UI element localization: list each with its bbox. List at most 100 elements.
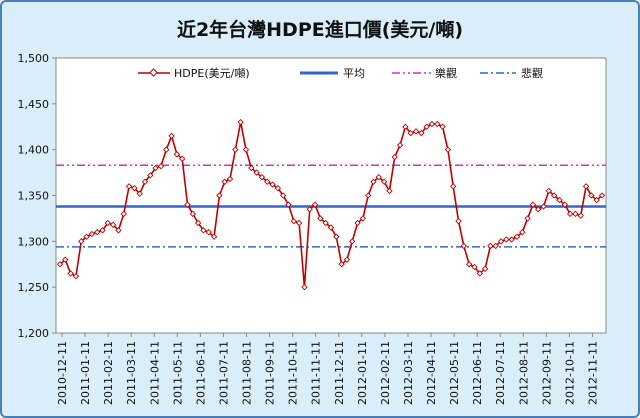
data-point — [423, 123, 430, 130]
data-point — [141, 178, 149, 185]
data-point — [205, 228, 212, 236]
x-tick-label: 2011-04-11 — [148, 341, 161, 405]
data-point — [407, 129, 414, 137]
x-tick-label: 2011-03-11 — [125, 341, 138, 405]
legend-label-average: 平均 — [343, 67, 365, 80]
data-point — [248, 164, 255, 172]
data-point — [556, 196, 563, 204]
data-point — [508, 236, 515, 243]
x-tick-label: 2011-10-11 — [287, 341, 300, 405]
data-point — [210, 233, 218, 240]
data-point — [194, 219, 202, 227]
data-point — [450, 183, 457, 190]
data-point — [189, 210, 197, 218]
data-point — [487, 242, 494, 250]
data-point — [349, 238, 356, 245]
legend-marker-series — [149, 68, 158, 77]
x-tick-label: 2011-05-11 — [171, 341, 184, 405]
data-point — [72, 272, 80, 280]
data-point — [545, 187, 553, 195]
legend-label-series: HDPE(美元/噸) — [174, 66, 250, 80]
data-point — [391, 153, 398, 161]
x-tick-label: 2012-06-11 — [471, 341, 484, 405]
data-point — [333, 233, 340, 240]
data-point — [120, 210, 127, 218]
data-point — [264, 178, 271, 185]
data-point — [327, 224, 335, 231]
data-point — [572, 210, 579, 218]
data-point — [535, 206, 542, 213]
data-point — [481, 265, 489, 273]
plot-area — [55, 57, 607, 334]
x-tick-label: 2011-11-11 — [310, 341, 323, 405]
data-point — [301, 283, 308, 291]
data-point — [285, 201, 292, 208]
data-point — [540, 203, 547, 210]
data-point — [370, 178, 377, 185]
data-point — [168, 132, 175, 140]
data-point — [78, 238, 85, 245]
y-tick-label: 1,350 — [18, 190, 50, 203]
x-tick-label: 2012-11-11 — [586, 341, 599, 405]
data-point — [444, 146, 452, 153]
data-point — [402, 123, 409, 130]
data-point — [365, 192, 372, 199]
data-point — [375, 173, 383, 181]
x-tick-label: 2012-07-11 — [494, 341, 507, 405]
x-tick-label: 2010-12-11 — [56, 341, 69, 405]
reference-lines — [56, 164, 606, 248]
data-point — [343, 256, 351, 263]
data-point — [380, 178, 388, 185]
data-point — [290, 217, 297, 225]
data-point — [147, 172, 154, 179]
data-point — [476, 270, 483, 277]
x-tick-label: 2012-09-11 — [540, 341, 553, 405]
x-tick-label: 2012-05-11 — [448, 341, 461, 405]
data-point — [157, 162, 165, 170]
x-tick-label: 2012-10-11 — [563, 341, 576, 405]
data-point — [136, 190, 143, 197]
data-point — [418, 129, 425, 137]
data-point — [311, 201, 319, 208]
data-point — [269, 181, 276, 188]
data-point — [184, 201, 191, 208]
data-point — [125, 183, 133, 190]
data-point — [492, 242, 499, 250]
data-point — [306, 206, 313, 213]
data-point — [577, 212, 584, 219]
data-point — [561, 201, 568, 208]
data-point — [67, 270, 74, 277]
data-point — [88, 230, 96, 238]
data-point — [513, 233, 521, 240]
data-point — [258, 173, 266, 181]
data-point — [83, 233, 90, 240]
data-point — [104, 219, 112, 227]
x-tick-label: 2011-02-11 — [102, 341, 115, 405]
legend: HDPE(美元/噸) 平均 樂觀 悲觀 — [138, 66, 543, 80]
data-point — [338, 261, 345, 268]
data-point — [598, 192, 606, 199]
x-tick-label: 2011-09-11 — [264, 341, 277, 405]
y-tick-label: 1,500 — [18, 52, 50, 65]
data-point — [232, 146, 239, 153]
data-point — [550, 192, 558, 199]
x-tick-label: 2012-02-11 — [379, 341, 392, 405]
data-point — [253, 169, 260, 176]
x-tick-label: 2012-01-11 — [356, 341, 369, 405]
y-tick-label: 1,300 — [18, 235, 50, 248]
y-tick-label: 1,250 — [18, 281, 50, 294]
y-axis: 1,200 1,250 1,300 1,350 1,400 1,450 1,500 — [18, 52, 56, 340]
data-point — [221, 178, 228, 185]
x-tick-label: 2012-03-11 — [402, 341, 415, 405]
data-point — [460, 242, 468, 250]
data-point — [524, 215, 531, 222]
data-point — [200, 227, 207, 234]
data-point — [465, 261, 473, 268]
data-point — [529, 201, 537, 208]
data-point — [94, 228, 101, 236]
x-tick-label: 2011-12-11 — [333, 341, 346, 405]
data-point — [56, 261, 64, 268]
data-point — [471, 263, 478, 271]
data-point — [359, 215, 367, 222]
